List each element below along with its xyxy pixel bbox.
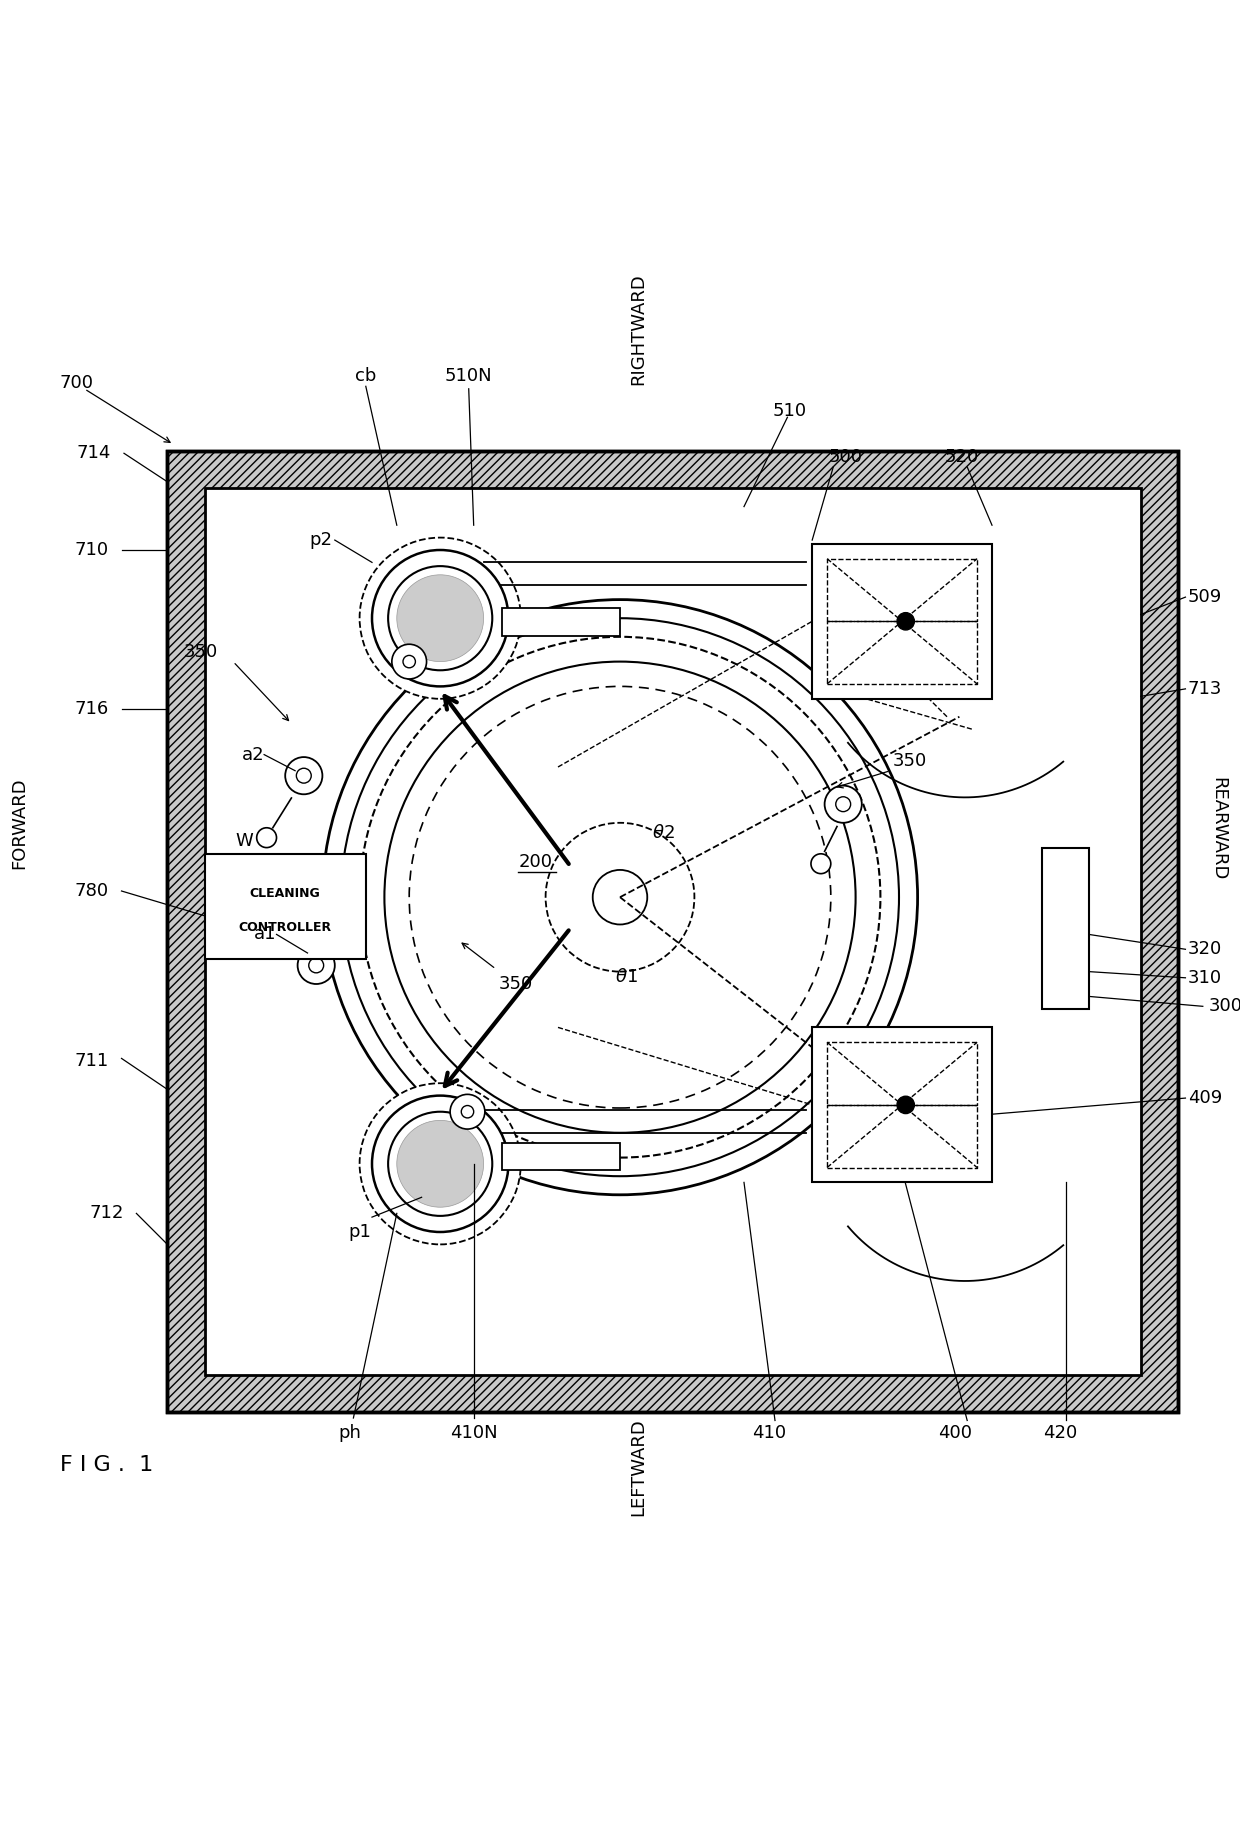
Circle shape xyxy=(403,655,415,668)
Circle shape xyxy=(392,644,427,679)
Text: 300: 300 xyxy=(1209,998,1240,1016)
Bar xyxy=(812,1027,992,1182)
Text: 510N: 510N xyxy=(445,367,492,385)
Text: 200: 200 xyxy=(518,854,552,872)
Circle shape xyxy=(836,797,851,811)
Text: RIGHTWARD: RIGHTWARD xyxy=(630,273,647,385)
Text: 410: 410 xyxy=(751,1424,786,1442)
Text: CLEANING: CLEANING xyxy=(249,887,321,900)
Circle shape xyxy=(285,758,322,795)
Text: cb: cb xyxy=(355,367,377,385)
Text: a2: a2 xyxy=(242,745,264,763)
Text: $\theta$1: $\theta$1 xyxy=(615,968,637,985)
Text: 350: 350 xyxy=(498,975,533,994)
Circle shape xyxy=(257,828,277,848)
Text: 420: 420 xyxy=(1043,1424,1078,1442)
Text: p1: p1 xyxy=(348,1223,371,1241)
Text: 409: 409 xyxy=(1188,1090,1223,1106)
Circle shape xyxy=(397,1121,484,1208)
Text: a1: a1 xyxy=(254,926,277,944)
Bar xyxy=(502,1143,620,1169)
Bar xyxy=(1042,848,1089,1009)
Text: 500: 500 xyxy=(828,448,862,467)
Circle shape xyxy=(296,769,311,784)
Circle shape xyxy=(360,538,521,699)
Text: p2: p2 xyxy=(309,531,332,550)
Text: ph: ph xyxy=(339,1424,361,1442)
Text: 410N: 410N xyxy=(450,1424,497,1442)
Circle shape xyxy=(372,1095,508,1232)
Circle shape xyxy=(397,575,484,662)
Text: 714: 714 xyxy=(77,444,112,463)
Text: 520: 520 xyxy=(945,448,980,467)
Text: 510: 510 xyxy=(773,402,807,420)
Bar xyxy=(167,450,1178,1413)
Text: 711: 711 xyxy=(74,1051,109,1070)
Circle shape xyxy=(298,946,335,985)
Text: 350: 350 xyxy=(184,644,218,660)
Text: 713: 713 xyxy=(1188,680,1223,697)
Text: 350: 350 xyxy=(893,752,928,769)
Text: 509: 509 xyxy=(1188,588,1223,607)
Bar xyxy=(205,854,366,959)
Text: 716: 716 xyxy=(74,699,109,717)
Circle shape xyxy=(450,1093,485,1129)
Text: W: W xyxy=(236,832,253,850)
Circle shape xyxy=(461,1106,474,1117)
Circle shape xyxy=(322,900,342,920)
Bar xyxy=(205,489,1141,1374)
Bar xyxy=(167,450,1178,1413)
Circle shape xyxy=(360,1082,521,1245)
Circle shape xyxy=(897,1095,914,1114)
Circle shape xyxy=(825,786,862,822)
Text: CONTROLLER: CONTROLLER xyxy=(238,922,332,935)
Circle shape xyxy=(309,959,324,974)
Text: 310: 310 xyxy=(1188,968,1223,987)
Circle shape xyxy=(811,854,831,874)
Bar xyxy=(812,544,992,699)
Text: 780: 780 xyxy=(74,881,109,900)
Text: 700: 700 xyxy=(60,374,93,391)
Text: LEFTWARD: LEFTWARD xyxy=(630,1418,647,1516)
Text: $\theta$2: $\theta$2 xyxy=(652,824,675,841)
Text: REARWARD: REARWARD xyxy=(1209,778,1228,881)
Text: 712: 712 xyxy=(89,1204,124,1223)
Text: 320: 320 xyxy=(1188,940,1223,959)
Text: 400: 400 xyxy=(937,1424,972,1442)
Text: 710: 710 xyxy=(74,540,109,559)
Circle shape xyxy=(897,612,914,631)
Circle shape xyxy=(372,550,508,686)
Text: F I G .  1: F I G . 1 xyxy=(60,1455,153,1475)
Bar xyxy=(502,609,620,636)
Text: FORWARD: FORWARD xyxy=(10,776,29,869)
